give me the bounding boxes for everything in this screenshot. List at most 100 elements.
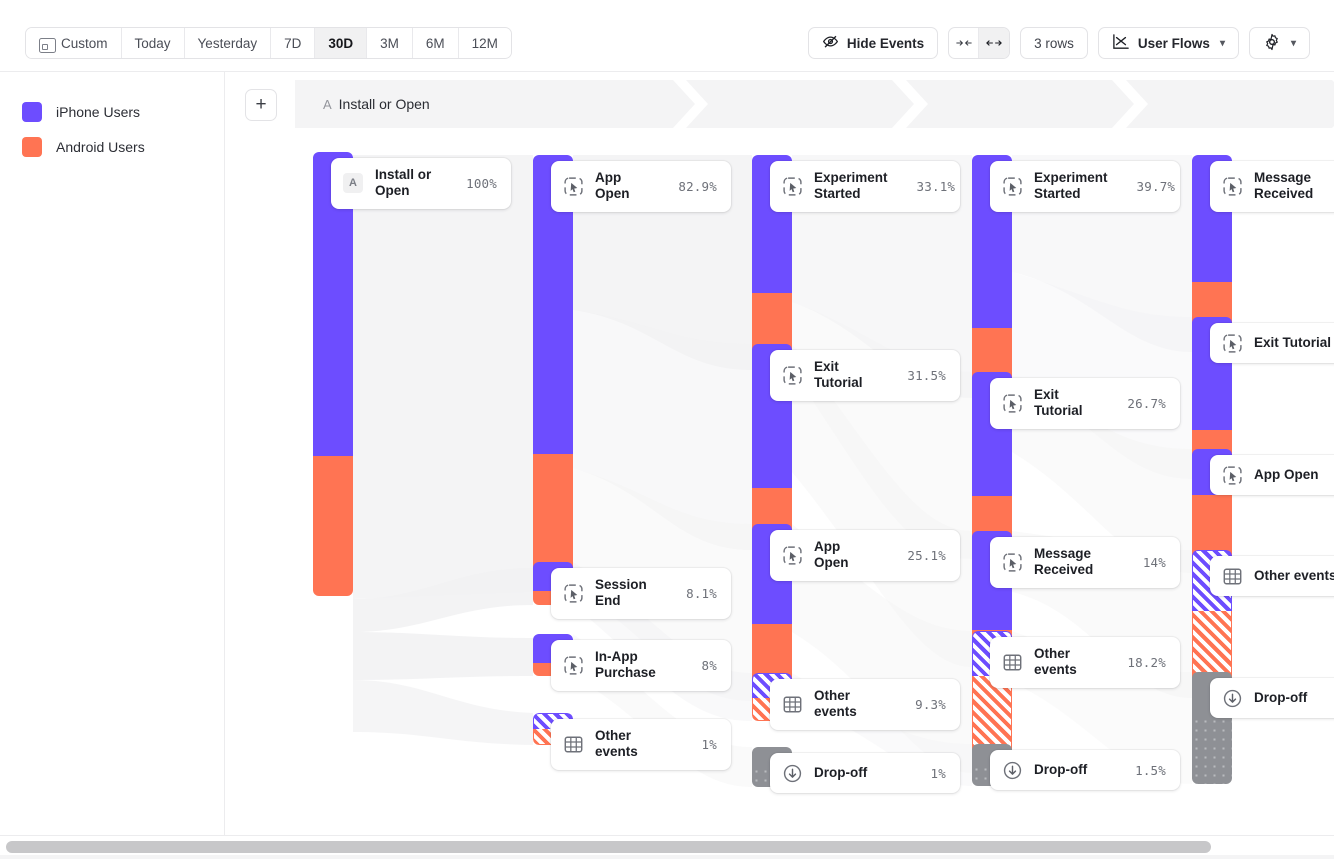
date-range-30d[interactable]: 30D <box>315 28 368 58</box>
breadcrumb-badge: A <box>323 96 332 112</box>
cursor-icon <box>1221 175 1243 197</box>
breadcrumb-step-1[interactable] <box>467 80 695 128</box>
flow-node-card[interactable]: Drop-off 1% <box>770 753 960 793</box>
flow-node-card[interactable]: Exit Tutorial 26.7% <box>990 378 1180 429</box>
flow-node-label: Other events <box>595 728 638 760</box>
flow-node-percentage: 9.3% <box>915 696 946 712</box>
breadcrumb-step-2[interactable] <box>686 80 914 128</box>
flow-node-card[interactable]: Drop-off 1.5% <box>990 750 1180 790</box>
flow-canvas[interactable]: + A Install or Open <box>225 72 1334 835</box>
flow-node-label: Message Received <box>1254 170 1314 202</box>
flow-node-percentage: 8% <box>701 657 717 673</box>
date-range-label: Today <box>134 35 171 51</box>
flow-node-percentage: 26.7% <box>1127 395 1166 411</box>
calendar-icon <box>39 36 56 53</box>
layout-width-toggle-group[interactable] <box>948 27 1011 59</box>
breadcrumb-step-4[interactable] <box>1126 80 1334 128</box>
date-range-label: 30D <box>328 35 354 51</box>
date-range-label: Yesterday <box>197 35 258 51</box>
flow-node-percentage: 1% <box>701 736 717 752</box>
legend-color-swatch <box>22 136 42 157</box>
date-range-label: Custom <box>61 35 108 51</box>
flow-chart-icon <box>1112 33 1130 53</box>
flow-node-label: Exit Tutorial <box>814 359 863 391</box>
cursor-icon <box>562 175 584 197</box>
flow-node-label: Exit Tutorial <box>1034 387 1083 419</box>
date-range-yesterday[interactable]: Yesterday <box>184 28 272 58</box>
grid-icon <box>1221 565 1243 587</box>
chevron-down-icon: ▾ <box>1290 37 1296 49</box>
breadcrumb-step-3[interactable] <box>906 80 1134 128</box>
scrollbar-track[interactable] <box>0 855 1334 859</box>
gear-icon <box>1263 33 1281 54</box>
add-step-button[interactable]: + <box>245 89 277 121</box>
date-range-custom[interactable]: Custom <box>26 28 122 58</box>
flow-node-label: App Open <box>1254 466 1319 482</box>
flow-node-percentage: 39.7% <box>1136 178 1176 194</box>
horizontal-scrollbar[interactable] <box>0 835 1334 859</box>
flow-node-card[interactable]: Other events 1% <box>551 719 731 770</box>
grid-icon <box>562 733 584 755</box>
flow-node-percentage: 100% <box>466 175 497 191</box>
legend-panel: iPhone Users Android Users <box>0 72 225 835</box>
toolbar-right-group: Hide Events 3 rows <box>807 27 1310 59</box>
flow-node-percentage: 1% <box>930 765 946 781</box>
flow-node-label: Drop-off <box>814 764 868 780</box>
date-range-segmented-control[interactable]: Custom Today Yesterday 7D 30D 3M 6M 12M <box>25 27 512 59</box>
flow-node-card[interactable]: Other events 9.3% <box>770 679 960 730</box>
flow-node-card[interactable]: Message Received <box>1210 161 1334 212</box>
cursor-icon <box>1001 551 1023 573</box>
flow-node-card[interactable]: In-App Purchase 8% <box>551 640 731 691</box>
date-range-6m[interactable]: 6M <box>412 28 459 58</box>
cursor-icon <box>1001 175 1023 197</box>
date-range-7d[interactable]: 7D <box>271 28 316 58</box>
date-range-12m[interactable]: 12M <box>458 28 511 58</box>
flow-node-card[interactable]: App Open 82.9% <box>551 161 731 212</box>
legend-color-swatch <box>22 101 42 122</box>
date-range-today[interactable]: Today <box>121 28 185 58</box>
flow-node-card[interactable]: Other events <box>1210 556 1334 596</box>
hide-events-button[interactable]: Hide Events <box>807 27 939 59</box>
arrow-down-circle-icon <box>1221 687 1243 709</box>
cursor-icon <box>1221 464 1243 486</box>
scrollbar-thumb[interactable] <box>6 841 1211 853</box>
flow-node-label: App Open <box>595 170 630 202</box>
expand-horizontal-icon[interactable] <box>979 28 1010 58</box>
collapse-horizontal-icon[interactable] <box>949 28 980 58</box>
flow-node-label: Drop-off <box>1034 761 1088 777</box>
flow-node-card[interactable]: App Open <box>1210 455 1334 495</box>
rows-selector-button[interactable]: 3 rows <box>1020 27 1088 59</box>
arrow-down-circle-icon <box>1001 759 1023 781</box>
flow-node-card[interactable]: Experiment Started 33.1% <box>770 161 960 212</box>
flow-node-label: Drop-off <box>1254 689 1308 705</box>
legend-item-label: iPhone Users <box>56 103 141 120</box>
flow-node-percentage: 82.9% <box>678 178 717 194</box>
plus-icon: + <box>255 94 267 115</box>
flow-node-card[interactable]: App Open 25.1% <box>770 530 960 581</box>
flow-node-card[interactable]: Other events 18.2% <box>990 637 1180 688</box>
legend-item[interactable]: Android Users <box>22 129 224 164</box>
flow-node-bar <box>533 155 573 592</box>
flow-node-label: Experiment Started <box>814 170 888 202</box>
flow-node-card[interactable]: Message Received 14% <box>990 537 1180 588</box>
flow-node-card[interactable]: Exit Tutorial 31.5% <box>770 350 960 401</box>
flow-node-card[interactable]: A Install or Open 100% <box>331 158 511 209</box>
date-range-label: 7D <box>284 35 302 51</box>
breadcrumb: A Install or Open <box>295 80 1334 128</box>
flow-node-percentage: 8.1% <box>686 585 717 601</box>
grid-icon <box>1001 651 1023 673</box>
flow-node-percentage: 1.5% <box>1135 762 1166 778</box>
date-range-3m[interactable]: 3M <box>367 28 413 58</box>
cursor-icon <box>562 582 584 604</box>
flow-node-card[interactable]: Drop-off <box>1210 678 1334 718</box>
a-badge-icon: A <box>342 172 364 194</box>
view-type-button[interactable]: User Flows ▾ <box>1097 27 1239 59</box>
rows-label: 3 rows <box>1034 35 1074 51</box>
settings-button[interactable]: ▾ <box>1248 27 1310 59</box>
flow-node-card[interactable]: Session End 8.1% <box>551 568 731 619</box>
legend-item[interactable]: iPhone Users <box>22 94 224 129</box>
flow-node-card[interactable]: Exit Tutorial <box>1210 323 1334 363</box>
flow-node-percentage: 18.2% <box>1127 654 1166 670</box>
flow-node-card[interactable]: Experiment Started 39.7% <box>990 161 1180 212</box>
cursor-icon <box>781 544 803 566</box>
